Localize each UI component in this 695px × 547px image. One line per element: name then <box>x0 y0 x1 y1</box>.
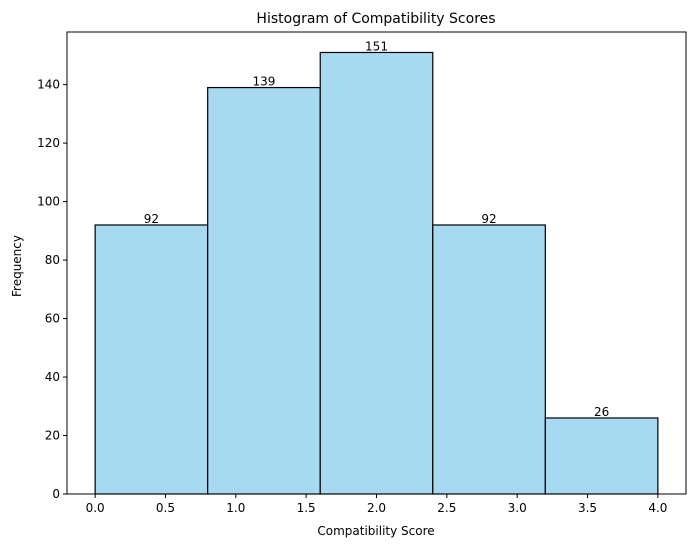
bar-value-label-4: 26 <box>594 405 609 419</box>
histogram-bar-1 <box>207 86 321 495</box>
x-axis: 0.0 0.5 1.0 1.5 2.0 2.5 3.0 3.5 4.0 <box>86 494 667 515</box>
y-tick-label: 140 <box>37 78 60 92</box>
chart-title: Histogram of Compatibility Scores <box>256 11 495 27</box>
y-tick-label: 60 <box>45 312 60 326</box>
x-tick-label: 2.5 <box>437 501 456 515</box>
y-tick-label: 40 <box>45 370 60 384</box>
y-tick-label: 120 <box>37 136 60 150</box>
x-tick-label: 0.0 <box>86 501 105 515</box>
y-tick-label: 80 <box>45 253 60 267</box>
y-tick-label: 20 <box>45 429 60 443</box>
x-tick-label: 1.0 <box>226 501 245 515</box>
x-tick-label: 1.5 <box>297 501 316 515</box>
x-tick-label: 4.0 <box>648 501 667 515</box>
bar-value-label-1: 139 <box>253 75 276 89</box>
x-axis-label: Compatibility Score <box>317 524 434 538</box>
bar-labels-group: 92 139 151 92 26 <box>144 39 609 419</box>
bar-value-label-0: 92 <box>144 212 159 226</box>
y-tick-label: 100 <box>37 195 60 209</box>
y-tick-label: 0 <box>52 487 60 501</box>
histogram-bar-3 <box>432 224 546 495</box>
histogram-bar-4 <box>544 417 659 495</box>
histogram-bar-0 <box>94 224 209 495</box>
x-tick-label: 3.5 <box>578 501 597 515</box>
x-tick-label: 2.0 <box>367 501 386 515</box>
x-tick-label: 3.0 <box>508 501 527 515</box>
x-tick-label: 0.5 <box>156 501 175 515</box>
y-axis: 0 20 40 60 80 100 120 140 <box>37 78 67 501</box>
bar-value-label-2: 151 <box>365 39 388 53</box>
histogram-bar-2 <box>319 51 434 495</box>
bars-group <box>94 51 659 495</box>
y-axis-label: Frequency <box>10 235 24 297</box>
bar-value-label-3: 92 <box>481 212 496 226</box>
